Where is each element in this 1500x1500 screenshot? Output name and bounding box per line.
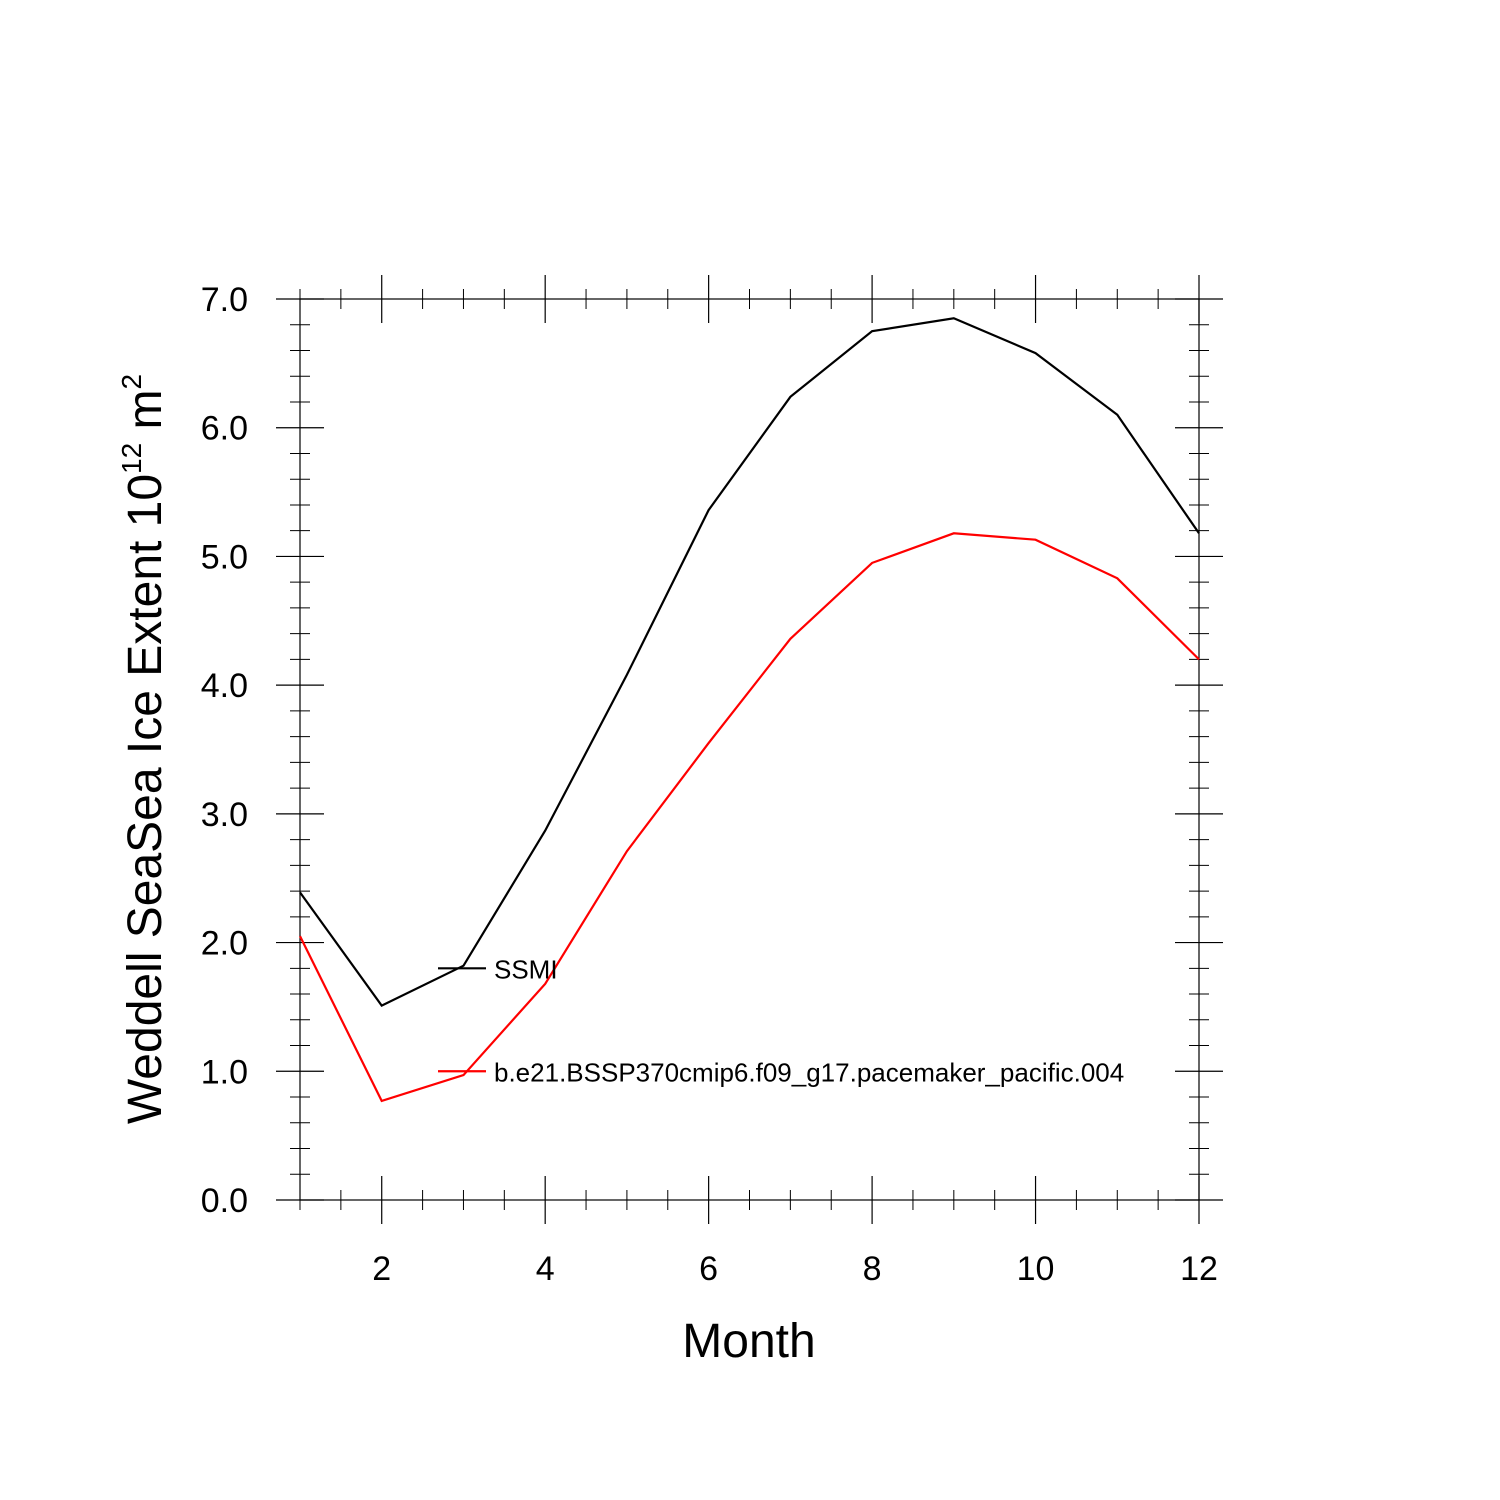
y-axis-ticks: 0.0 1.0 2.0 3.0 4.0 5.0 6.0 7.0 — [201, 281, 1223, 1220]
x-tick-label: 8 — [863, 1250, 882, 1288]
x-axis-ticks: 2 4 6 8 10 12 — [299, 275, 1218, 1288]
y-tick-label: 2.0 — [201, 925, 248, 963]
legend: SSMI b.e21.BSSP370cmip6.f09_g17.pacemaker… — [438, 954, 1124, 1087]
y-axis-title-unit: m — [119, 389, 172, 442]
series-line-1 — [299, 317, 1200, 1007]
x-tick-label: 4 — [536, 1250, 555, 1288]
y-tick-label: 6.0 — [201, 410, 248, 448]
x-tick-label: 2 — [372, 1250, 391, 1288]
y-tick-label: 5.0 — [201, 538, 248, 576]
y-axis-title-unit-exponent: 2 — [116, 374, 147, 390]
y-tick-label: 1.0 — [201, 1053, 248, 1091]
series-line-2 — [299, 532, 1200, 1103]
x-tick-label: 12 — [1180, 1250, 1218, 1288]
legend-label-2: b.e21.BSSP370cmip6.f09_g17.pacemaker_pac… — [494, 1057, 1124, 1087]
legend-label-1: SSMI — [494, 954, 558, 984]
y-tick-label: 7.0 — [201, 281, 248, 319]
y-tick-label: 4.0 — [201, 667, 248, 705]
x-tick-label: 10 — [1017, 1250, 1055, 1288]
y-axis-title-main: Weddell SeaSea Ice Extent 10 — [119, 474, 172, 1124]
y-axis-title-exponent: 12 — [116, 443, 147, 474]
x-tick-label: 6 — [699, 1250, 718, 1288]
series-lines — [299, 317, 1200, 1103]
y-tick-label: 0.0 — [201, 1182, 248, 1220]
y-tick-label: 3.0 — [201, 796, 248, 834]
x-axis-title: Month — [682, 1315, 815, 1368]
y-axis-title: Weddell SeaSea Ice Extent 1012 m2 — [116, 374, 172, 1124]
